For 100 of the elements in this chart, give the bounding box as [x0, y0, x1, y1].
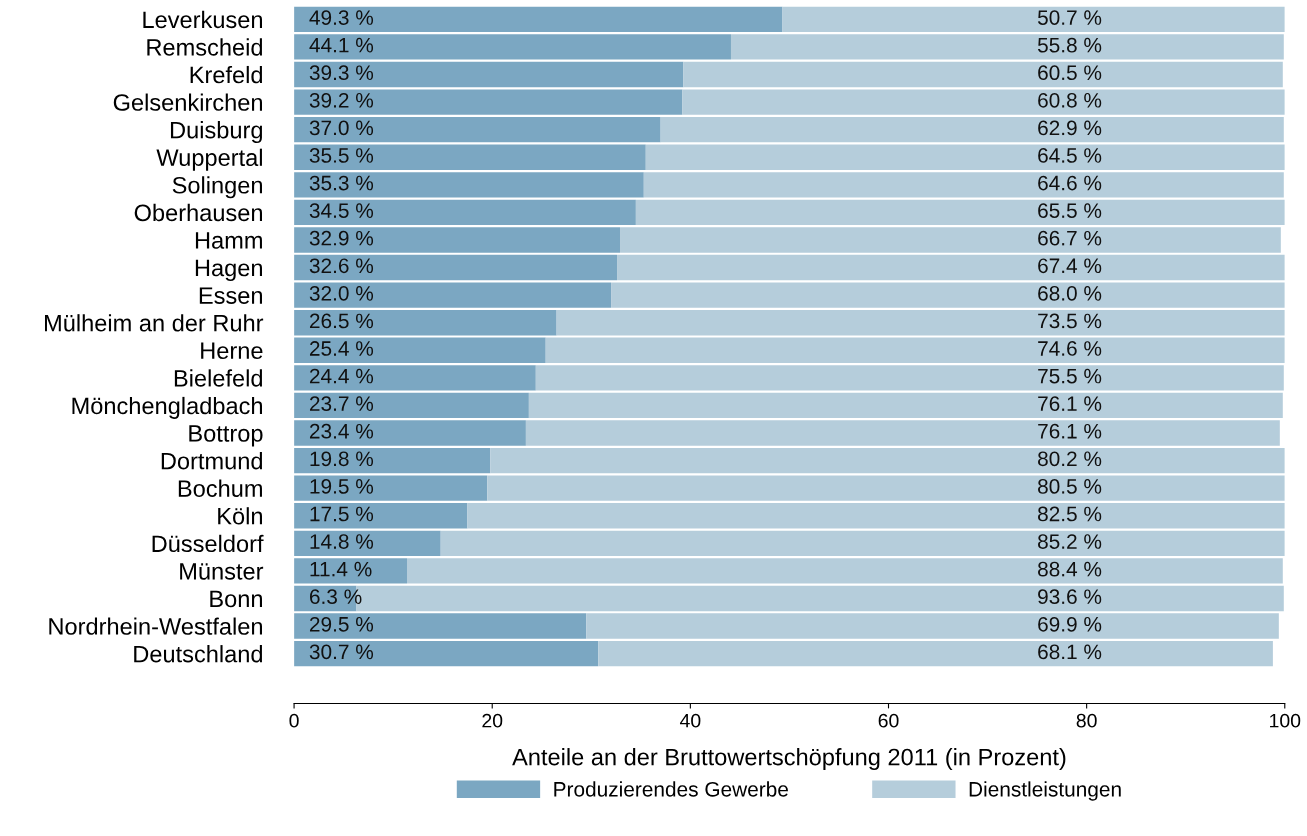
y-tick-label: Mülheim an der Ruhr — [45, 314, 264, 332]
data-label: 35.3 % — [309, 175, 374, 191]
data-label: 80.2 % — [1038, 451, 1102, 467]
data-label: 64.6 % — [1038, 175, 1102, 191]
bar — [556, 310, 1285, 336]
x-tick-label: 0 — [289, 713, 299, 728]
bar — [620, 227, 1281, 253]
bar — [294, 61, 684, 88]
data-label: 26.5 % — [309, 313, 374, 329]
bar — [682, 89, 1285, 115]
y-tick-label: Düsseldorf — [152, 534, 264, 553]
data-label: 39.2 % — [309, 92, 374, 108]
bar — [294, 34, 731, 60]
y-tick-label: Hagen — [195, 259, 262, 281]
bar — [294, 199, 636, 226]
bar — [525, 420, 1280, 446]
data-label: 67.4 % — [1038, 258, 1102, 274]
bar — [294, 89, 683, 115]
bar — [586, 613, 1279, 639]
y-tick-label: Duisburg — [170, 121, 262, 144]
data-label: 68.0 % — [1038, 285, 1102, 301]
data-label: 85.2 % — [1038, 534, 1102, 549]
data-label: 19.5 % — [310, 479, 374, 494]
y-tick-label: Bottrop — [189, 425, 263, 447]
y-tick-label: Köln — [218, 507, 262, 525]
data-label: 24.4 % — [309, 368, 374, 384]
bar — [545, 337, 1285, 363]
x-tick-label: 80 — [1076, 713, 1097, 728]
y-tick-label: Leverkusen — [143, 10, 262, 29]
x-tick-label: 40 — [679, 713, 701, 728]
x-tick-label: 100 — [1270, 713, 1301, 728]
bar — [294, 392, 529, 419]
data-label: 66.7 % — [1038, 230, 1102, 246]
data-label: 44.1 % — [309, 37, 374, 53]
x-tick-label: 20 — [482, 713, 503, 728]
bar — [611, 282, 1285, 308]
y-tick-label: Bonn — [210, 590, 262, 608]
data-label: 29.5 % — [309, 616, 374, 632]
bar — [294, 254, 618, 281]
bar — [294, 475, 488, 501]
bar — [490, 447, 1285, 474]
data-label: 14.8 % — [310, 534, 374, 549]
y-tick-label: Gelsenkirchen — [113, 93, 262, 111]
data-label: 76.1 % — [1038, 423, 1102, 439]
bar — [598, 640, 1273, 667]
bar — [294, 282, 612, 308]
bar — [440, 530, 1285, 557]
bar — [487, 475, 1285, 501]
bar — [528, 392, 1283, 419]
data-label: 55.8 % — [1037, 37, 1102, 53]
data-label: 17.5 % — [310, 506, 374, 522]
bar — [782, 6, 1285, 33]
data-label: 68.1 % — [1038, 644, 1102, 660]
data-label: 50.7 % — [1037, 10, 1102, 25]
bar — [294, 144, 646, 170]
data-label: 11.4 % — [310, 561, 372, 577]
y-tick-label: Mönchengladbach — [72, 396, 262, 419]
data-label: 49.3 % — [309, 10, 374, 25]
y-tick-label: Hamm — [195, 232, 262, 249]
data-label: 69.9 % — [1038, 616, 1102, 632]
data-label: 23.4 % — [309, 423, 374, 439]
bar — [683, 61, 1283, 88]
data-label: 35.5 % — [309, 148, 374, 163]
data-label: 34.5 % — [309, 203, 374, 218]
bar — [294, 172, 644, 198]
data-label: 60.5 % — [1038, 65, 1102, 81]
y-tick-label: Bielefeld — [174, 369, 262, 387]
bar — [294, 227, 621, 253]
bar — [660, 116, 1284, 143]
data-label: 80.5 % — [1038, 479, 1102, 494]
y-tick-label: Herne — [201, 342, 263, 360]
bar — [407, 558, 1283, 584]
data-label: 65.5 % — [1038, 203, 1102, 218]
x-tick-label: 60 — [878, 713, 899, 728]
y-tick-label: Remscheid — [147, 38, 262, 56]
bar — [294, 640, 599, 667]
data-label: 30.7 % — [309, 644, 374, 660]
y-tick-label: Münster — [180, 563, 264, 580]
data-label: 62.9 % — [1038, 120, 1102, 136]
bar — [730, 34, 1284, 60]
bar — [294, 613, 587, 639]
x-axis-title: Anteile an der Bruttowertschöpfung 2011 (in Prozent) — [512, 748, 1066, 771]
data-label: 93.6 % — [1038, 589, 1102, 605]
bar — [294, 530, 441, 557]
y-tick-label: Dortmund — [161, 452, 263, 470]
y-tick-label: Essen — [199, 287, 262, 304]
data-label: 6.3 % — [309, 589, 362, 605]
bar — [294, 558, 408, 584]
bar — [294, 6, 783, 33]
legend-label: Produzierendes Gewerbe — [554, 781, 788, 797]
data-label: 37.0 % — [309, 120, 374, 136]
data-label: 73.5 % — [1038, 313, 1102, 329]
data-label: 60.8 % — [1038, 92, 1102, 108]
data-label: 25.4 % — [309, 341, 374, 356]
data-label: 88.4 % — [1038, 561, 1102, 577]
bar — [294, 503, 468, 529]
bar — [643, 172, 1284, 198]
bar — [635, 199, 1285, 226]
y-tick-label: Wuppertal — [156, 148, 262, 171]
data-label: 64.5 % — [1038, 148, 1102, 163]
